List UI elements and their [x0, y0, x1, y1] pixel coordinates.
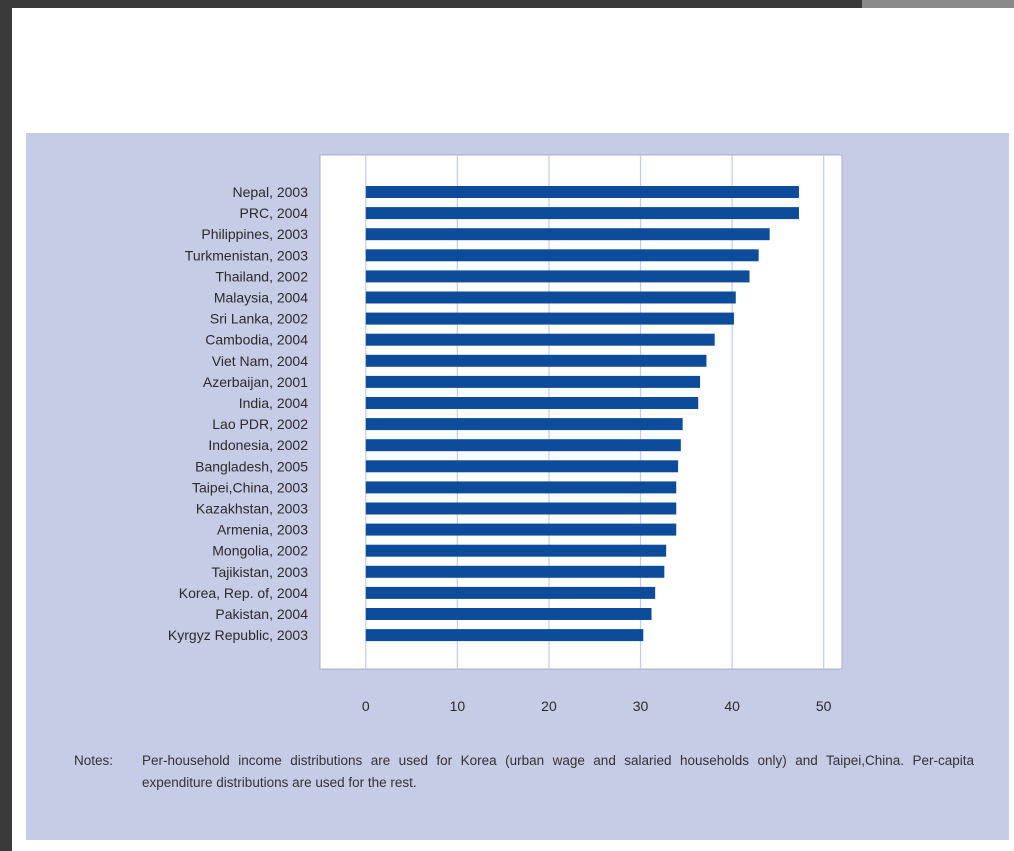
category-label: PRC, 2004	[240, 205, 309, 221]
bar-3	[365, 249, 759, 262]
category-label: Philippines, 2003	[201, 226, 308, 242]
gridlines	[365, 155, 825, 669]
category-label: Mongolia, 2002	[212, 543, 308, 559]
category-label: Lao PDR, 2002	[212, 416, 308, 432]
bar-7	[365, 333, 715, 346]
x-tick-label: 40	[724, 698, 740, 714]
bar-18	[365, 565, 665, 578]
bar-19	[365, 586, 656, 599]
category-label: Malaysia, 2004	[214, 290, 308, 306]
x-axis-tick-labels: 0 10 20 30 40 50	[362, 698, 832, 714]
window-top-border-right	[862, 0, 1014, 8]
category-label: Thailand, 2002	[215, 268, 308, 284]
bar-2	[365, 228, 770, 241]
category-label: Azerbaijan, 2001	[203, 374, 308, 390]
bar-8	[365, 354, 707, 367]
category-label: Tajikistan, 2003	[211, 564, 308, 580]
bar-5	[365, 291, 736, 304]
category-label: Korea, Rep. of, 2004	[179, 585, 308, 601]
x-tick-label: 20	[541, 698, 557, 714]
category-label: Kazakhstan, 2003	[196, 501, 308, 517]
x-tick-label: 30	[633, 698, 649, 714]
plot-area	[319, 154, 843, 670]
bar-10	[365, 397, 699, 409]
category-label: Bangladesh, 2005	[195, 458, 308, 474]
notes-label: Notes:	[74, 753, 114, 768]
x-tick-label: 50	[816, 698, 832, 714]
bar-0	[365, 186, 799, 198]
bar-9	[365, 375, 701, 388]
category-label: Sri Lanka, 2002	[210, 311, 308, 327]
window-top-border	[0, 0, 1014, 8]
category-label: Armenia, 2003	[217, 522, 308, 538]
bars	[365, 186, 799, 642]
x-tick-label: 0	[362, 698, 370, 714]
category-label: Kyrgyz Republic, 2003	[168, 627, 308, 643]
bar-20	[365, 608, 652, 620]
bar-4	[365, 270, 750, 283]
category-label: Pakistan, 2004	[215, 606, 308, 622]
bar-12	[365, 439, 681, 452]
category-label: India, 2004	[239, 395, 308, 411]
category-label: Nepal, 2003	[232, 184, 308, 200]
bar-1	[365, 207, 799, 220]
category-label: Taipei,China, 2003	[192, 479, 308, 495]
category-label: Cambodia, 2004	[205, 332, 308, 348]
bar-16	[365, 523, 677, 536]
bar-17	[365, 544, 667, 557]
bar-14	[365, 481, 677, 494]
bar-11	[365, 418, 683, 431]
bar-13	[365, 460, 679, 473]
bar-6	[365, 312, 734, 325]
category-label: Indonesia, 2002	[208, 437, 308, 453]
x-tick-label: 10	[450, 698, 466, 714]
notes-text: Per-household income distributions are u…	[142, 753, 974, 790]
bar-15	[365, 502, 677, 515]
y-axis-labels: Nepal, 2003 PRC, 2004 Philippines, 2003 Tur…	[168, 184, 308, 643]
bar-21	[365, 629, 644, 642]
window-left-border	[0, 0, 12, 851]
category-label: Viet Nam, 2004	[212, 353, 308, 369]
category-label: Turkmenistan, 2003	[185, 247, 308, 263]
